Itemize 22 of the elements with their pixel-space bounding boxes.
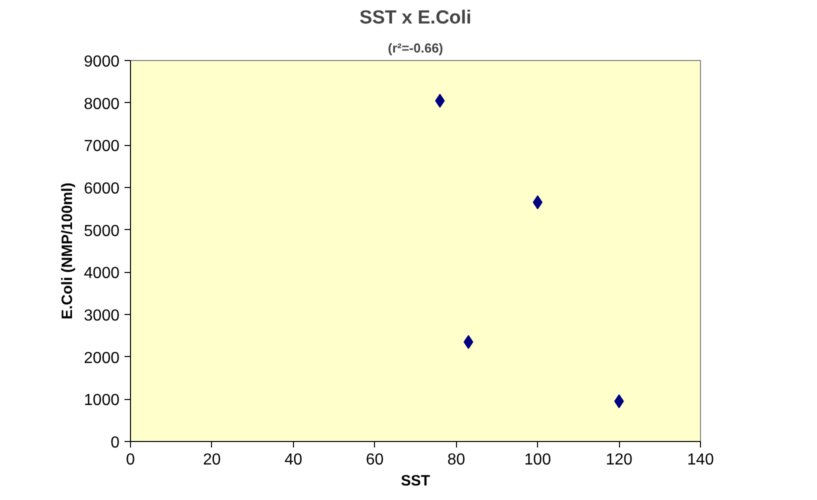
y-tick-label: 0 [110,434,120,452]
x-tick-label: 120 [606,452,633,468]
y-tick-label: 8000 [84,96,120,113]
x-tick-label: 140 [687,452,714,468]
y-tick-label: 1000 [84,392,120,410]
x-tick-label: 40 [284,452,302,468]
x-axis-title: SST [400,472,430,490]
x-tick-label: 100 [524,452,552,468]
x-tick-label: 60 [366,452,384,468]
y-tick-label: 2000 [84,350,120,367]
y-tick-label: 3000 [84,308,120,324]
y-tick-label: 5000 [84,222,120,240]
y-tick-label: 4000 [84,265,120,282]
x-tick-label: 0 [126,452,136,468]
x-tick-label: 20 [203,452,221,468]
chart-subtitle: (r²=-0.66) [388,40,444,56]
y-tick-label: 7000 [84,138,120,156]
y-axis-title: E.Coli (NMP/100ml) [58,182,76,320]
y-tick-label: 6000 [84,180,120,198]
chart-title: SST x E.Coli [360,8,472,28]
y-tick-label: 9000 [84,54,120,70]
x-tick-label: 80 [447,452,466,468]
